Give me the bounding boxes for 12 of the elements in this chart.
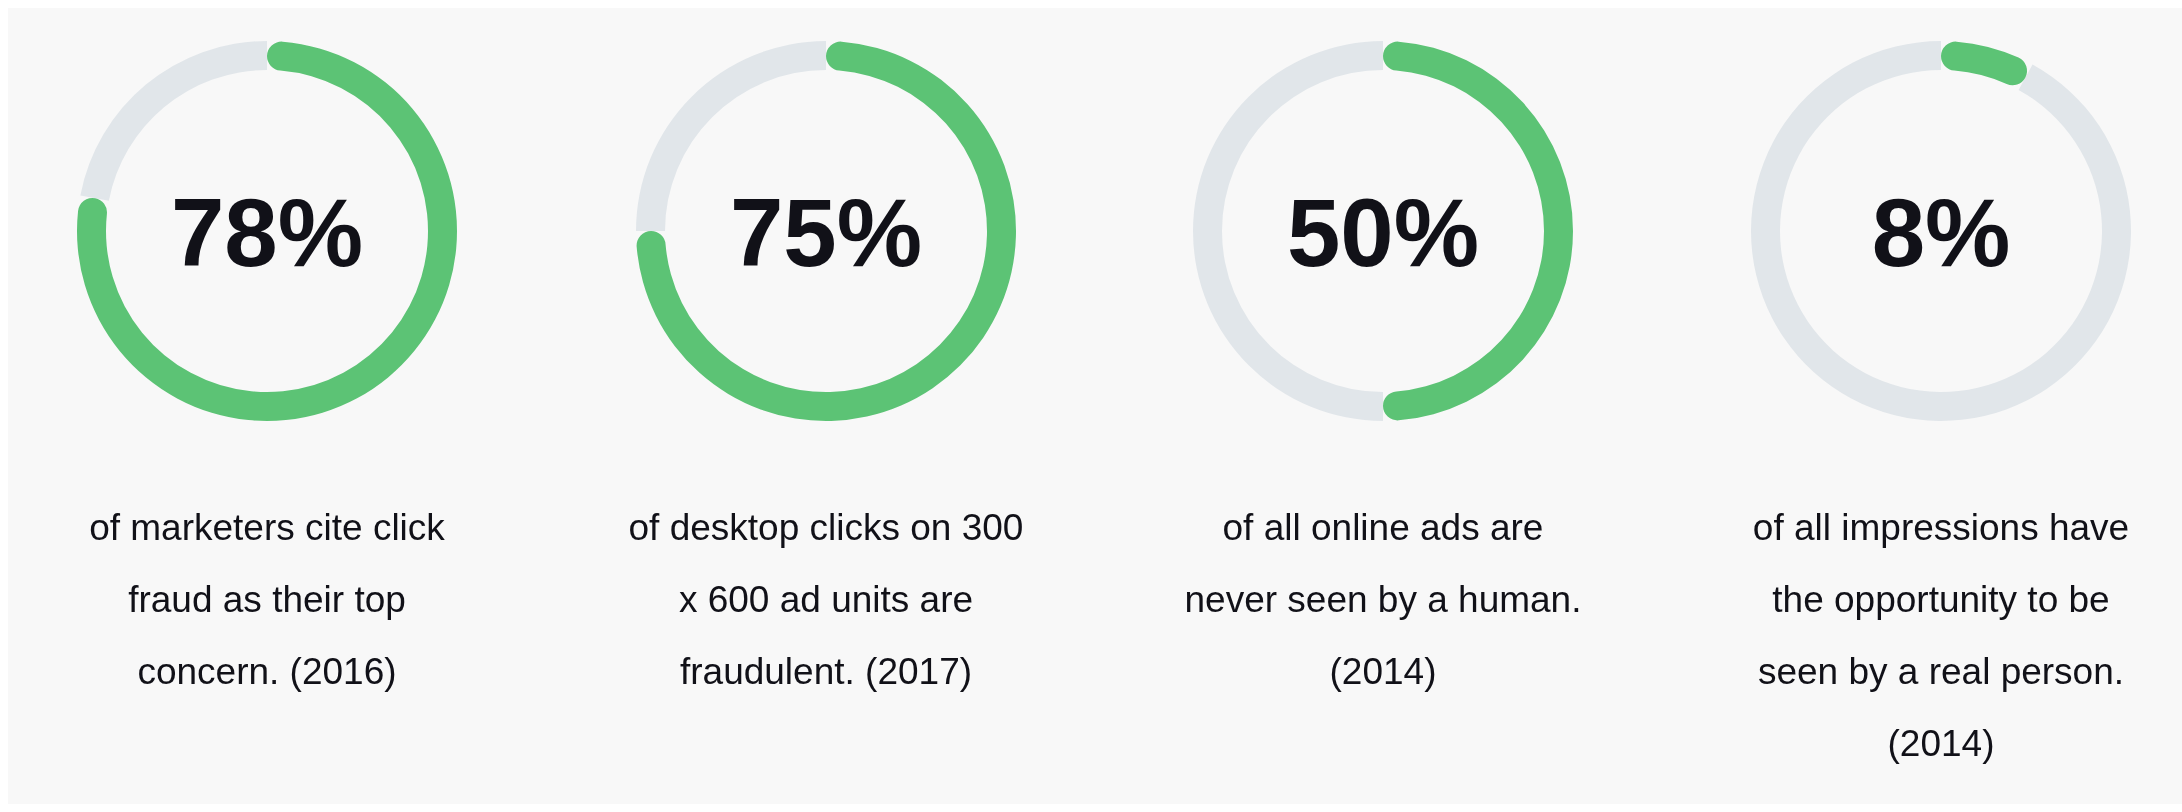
text: 8% <box>1871 178 2011 286</box>
donut-slice <box>77 41 457 421</box>
text: 78% <box>170 178 364 286</box>
text: of marketers cite click fraud as their top concern. (2016) <box>89 506 446 692</box>
text: of desktop clicks on 300 x 600 ad units are fraudulent. (2017) <box>628 506 1024 692</box>
text: of all impressions have the opportunity to be seen by a real person. (2014) <box>1752 506 2130 764</box>
text: 50% <box>1286 178 1480 286</box>
donut-slice <box>636 41 1016 421</box>
donut-slice <box>1941 41 2028 86</box>
donut-slice <box>1751 41 2131 421</box>
text: 75% <box>729 178 923 286</box>
text: of all online ads are never seen by a human. (2014) <box>1184 506 1582 692</box>
